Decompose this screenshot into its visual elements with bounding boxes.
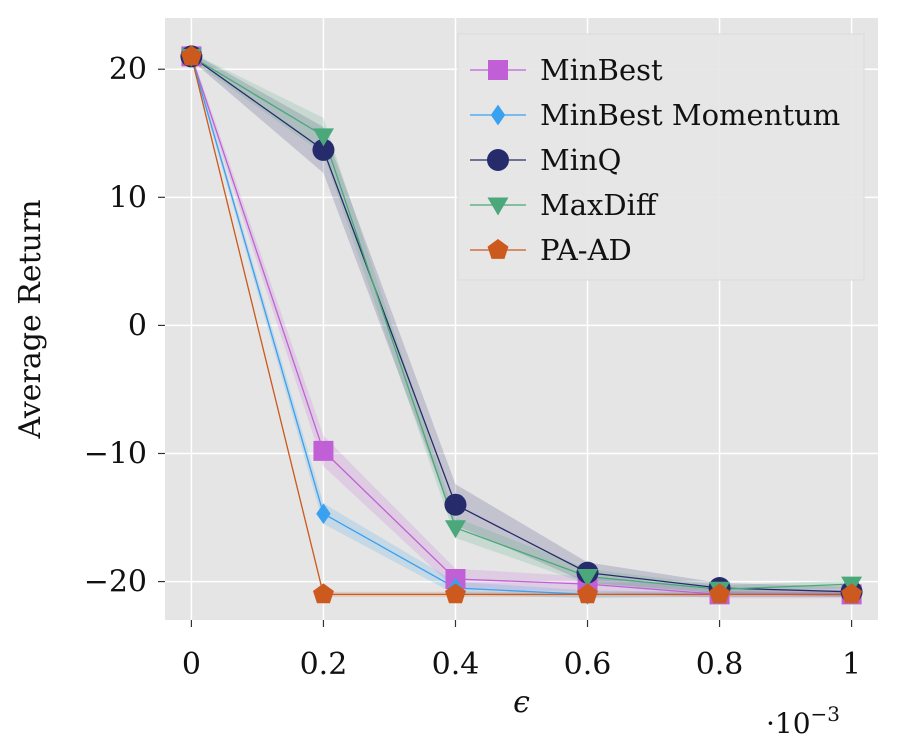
x-tick-label: 1 bbox=[842, 647, 861, 682]
x-tick-label: 0.4 bbox=[432, 647, 480, 682]
point-minbest bbox=[313, 440, 334, 461]
confidence-bands bbox=[191, 52, 852, 599]
point-pa-ad bbox=[180, 45, 202, 66]
point-minq bbox=[312, 138, 335, 161]
legend-label: MinBest Momentum bbox=[540, 98, 840, 132]
x-tick-label: 0 bbox=[182, 647, 201, 682]
point-minq bbox=[444, 493, 467, 516]
legend-marker bbox=[487, 197, 509, 216]
x-axis-scale-factor: ·10−3 bbox=[766, 702, 840, 740]
point-pa-ad bbox=[709, 583, 731, 604]
band-maxdiff bbox=[191, 52, 852, 594]
legend: MinBest MinBest Momentum MinQ MaxDiff PA-AD bbox=[457, 33, 865, 281]
legend-box bbox=[457, 33, 865, 281]
x-axis-ticks: 0 0.2 0.4 0.6 0.8 1 bbox=[182, 620, 861, 682]
legend-item-maxdiff: MaxDiff bbox=[470, 188, 659, 222]
legend-item-pa-ad: PA-AD bbox=[470, 233, 632, 267]
line-pa-ad bbox=[190, 56, 852, 596]
legend-label: MinQ bbox=[540, 143, 621, 177]
y-tick-label: −10 bbox=[84, 436, 147, 471]
x-tick-label: 0.6 bbox=[564, 647, 612, 682]
x-axis-scale-exponent: −3 bbox=[811, 702, 840, 726]
point-pa-ad bbox=[841, 583, 863, 604]
series-markers bbox=[180, 45, 863, 605]
legend-marker bbox=[490, 104, 506, 126]
point-maxdiff bbox=[444, 520, 466, 539]
y-tick-label: −20 bbox=[84, 565, 147, 600]
x-axis-scale-base: ·10 bbox=[766, 707, 811, 740]
band-minq bbox=[191, 52, 852, 597]
legend-label: MaxDiff bbox=[540, 188, 659, 222]
point-pa-ad bbox=[445, 583, 466, 604]
y-axis-label: Average Return bbox=[13, 199, 48, 439]
legend-item-minq: MinQ bbox=[470, 143, 621, 177]
point-pa-ad bbox=[312, 583, 334, 604]
y-axis-ticks: 20 10 0 −10 −20 bbox=[84, 52, 165, 600]
legend-marker bbox=[488, 60, 508, 80]
point-pa-ad bbox=[577, 583, 598, 604]
series-lines bbox=[190, 55, 852, 596]
y-tick-label: 20 bbox=[109, 52, 147, 87]
point-minbest-momentum bbox=[316, 503, 331, 525]
legend-label: PA-AD bbox=[540, 233, 632, 267]
point-maxdiff bbox=[577, 568, 599, 587]
y-tick-label: 10 bbox=[109, 180, 147, 215]
legend-marker bbox=[487, 239, 509, 259]
point-maxdiff bbox=[312, 128, 334, 147]
line-maxdiff bbox=[191, 55, 852, 590]
legend-marker bbox=[487, 149, 509, 171]
y-tick-label: 0 bbox=[128, 308, 147, 343]
x-axis-label: ϵ bbox=[513, 685, 530, 720]
x-tick-label: 0.2 bbox=[300, 647, 348, 682]
legend-item-minbest-momentum: MinBest Momentum bbox=[470, 98, 840, 132]
legend-label: MinBest bbox=[540, 53, 663, 87]
legend-item-minbest: MinBest bbox=[470, 53, 663, 87]
x-tick-label: 0.8 bbox=[696, 647, 744, 682]
